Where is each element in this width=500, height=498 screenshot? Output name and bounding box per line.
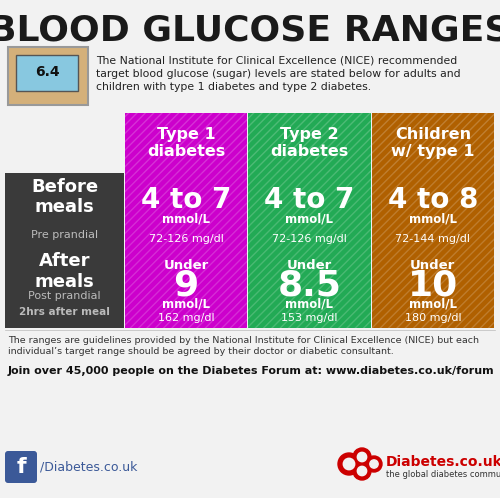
Bar <box>5 253 124 328</box>
Bar <box>16 55 78 91</box>
Circle shape <box>366 456 382 472</box>
Text: f: f <box>16 457 26 477</box>
Text: Type 2
diabetes: Type 2 diabetes <box>270 127 348 159</box>
Bar <box>5 173 124 253</box>
Text: After
meals: After meals <box>34 252 94 291</box>
Bar <box>125 173 248 253</box>
Text: BLOOD GLUCOSE RANGES: BLOOD GLUCOSE RANGES <box>0 13 500 47</box>
Circle shape <box>353 462 371 480</box>
Text: The National Institute for Clinical Excellence (NICE) recommended
target blood g: The National Institute for Clinical Exce… <box>96 56 461 92</box>
Bar <box>125 113 248 173</box>
Circle shape <box>353 448 371 466</box>
Bar <box>248 113 370 173</box>
Text: The ranges are guidelines provided by the National Institute for Clinical Excell: The ranges are guidelines provided by th… <box>8 336 479 357</box>
Text: mmol/L: mmol/L <box>409 297 457 310</box>
Text: 4 to 7: 4 to 7 <box>264 186 354 214</box>
Text: Join over 45,000 people on the Diabetes Forum at: www.diabetes.co.uk/forum: Join over 45,000 people on the Diabetes … <box>8 366 494 376</box>
FancyBboxPatch shape <box>5 451 37 483</box>
Text: 9: 9 <box>174 268 199 302</box>
Circle shape <box>358 466 366 476</box>
Bar <box>248 113 370 173</box>
Text: 6.4: 6.4 <box>34 65 59 79</box>
Circle shape <box>344 458 354 470</box>
Circle shape <box>358 452 366 462</box>
Bar <box>248 173 370 253</box>
Bar <box>372 113 494 173</box>
Text: mmol/L: mmol/L <box>162 297 210 310</box>
Bar <box>248 173 370 253</box>
Bar <box>372 173 494 253</box>
Bar <box>372 253 494 328</box>
Circle shape <box>370 460 378 468</box>
Bar <box>372 113 494 173</box>
Text: Under: Under <box>287 258 332 271</box>
Bar <box>248 253 370 328</box>
Text: Type 1
diabetes: Type 1 diabetes <box>147 127 226 159</box>
Text: 72-144 mg/dl: 72-144 mg/dl <box>396 235 470 245</box>
Text: 162 mg/dl: 162 mg/dl <box>158 313 214 323</box>
Text: mmol/L: mmol/L <box>162 213 210 226</box>
Text: 4 to 7: 4 to 7 <box>141 186 232 214</box>
Text: Under: Under <box>164 258 209 271</box>
Bar <box>8 47 88 105</box>
Text: 8.5: 8.5 <box>278 268 342 302</box>
Text: 180 mg/dl: 180 mg/dl <box>404 313 461 323</box>
Bar <box>125 113 248 173</box>
Text: Children
w/ type 1: Children w/ type 1 <box>391 127 474 159</box>
Bar <box>248 253 370 328</box>
Circle shape <box>338 453 360 475</box>
Text: mmol/L: mmol/L <box>286 213 334 226</box>
Bar <box>125 173 248 253</box>
Text: the global diabetes community: the global diabetes community <box>386 470 500 479</box>
Text: Pre prandial: Pre prandial <box>31 231 98 241</box>
Bar <box>372 173 494 253</box>
Text: 2hrs after meal: 2hrs after meal <box>19 306 110 317</box>
Bar <box>125 253 248 328</box>
Text: Before
meals: Before meals <box>31 178 98 217</box>
Text: 72-126 mg/dl: 72-126 mg/dl <box>148 235 224 245</box>
Text: Under: Under <box>410 258 456 271</box>
Text: 72-126 mg/dl: 72-126 mg/dl <box>272 235 347 245</box>
Text: Post prandial: Post prandial <box>28 291 101 301</box>
Bar <box>125 253 248 328</box>
Text: 10: 10 <box>408 268 458 302</box>
Text: 4 to 8: 4 to 8 <box>388 186 478 214</box>
Bar <box>372 253 494 328</box>
Text: mmol/L: mmol/L <box>286 297 334 310</box>
Text: Diabetes.co.uk: Diabetes.co.uk <box>386 455 500 469</box>
Text: mmol/L: mmol/L <box>409 213 457 226</box>
Text: /Diabetes.co.uk: /Diabetes.co.uk <box>40 461 138 474</box>
Text: 153 mg/dl: 153 mg/dl <box>281 313 338 323</box>
